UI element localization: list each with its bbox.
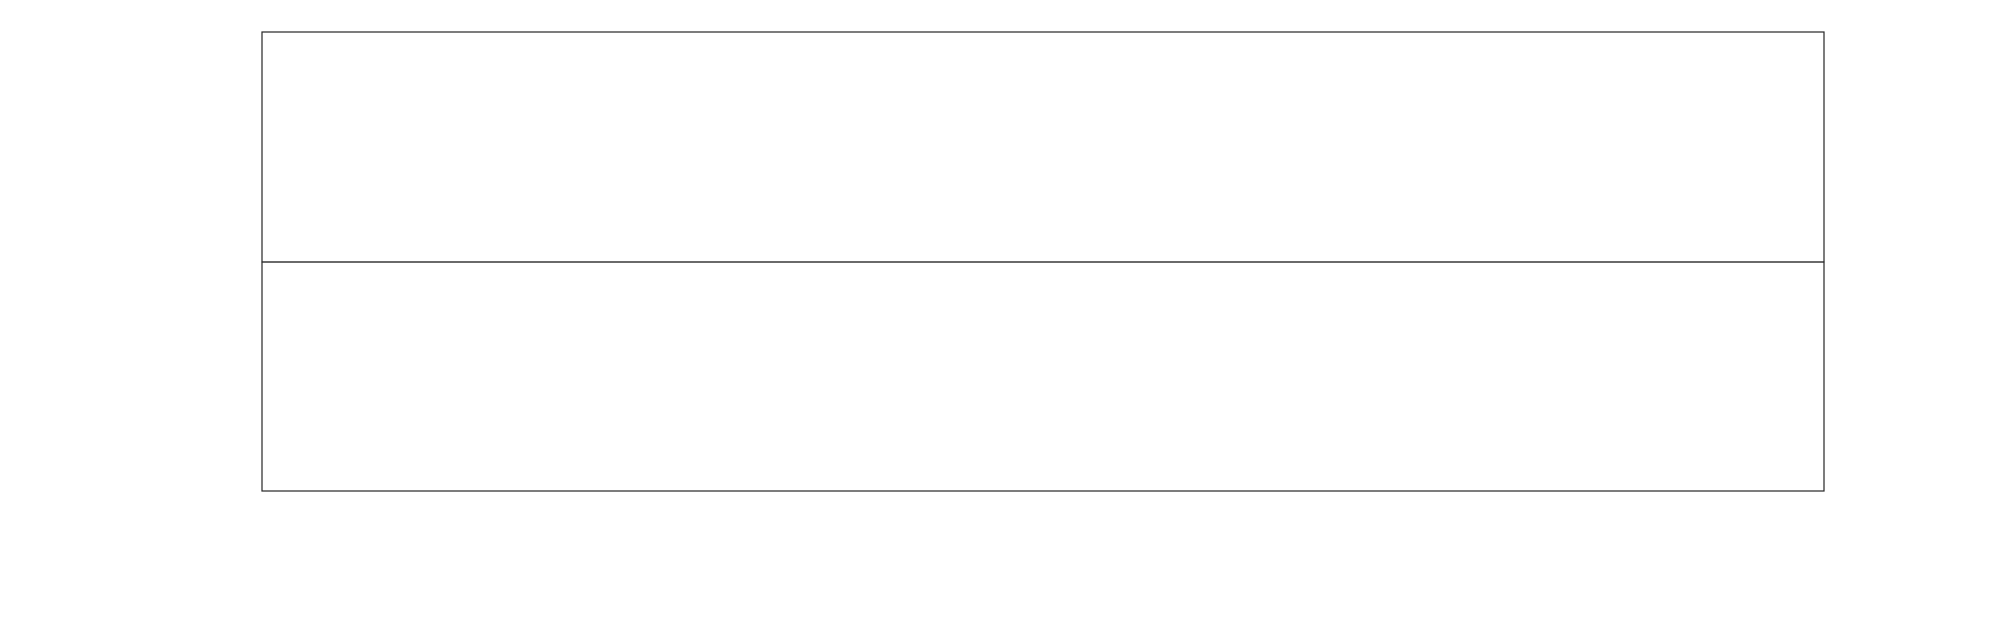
fret-panel (261, 261, 1825, 492)
fret-axes-frame (261, 261, 1825, 492)
fluorescence-panel (261, 31, 1825, 263)
fluorescence-axes-frame (261, 31, 1825, 263)
